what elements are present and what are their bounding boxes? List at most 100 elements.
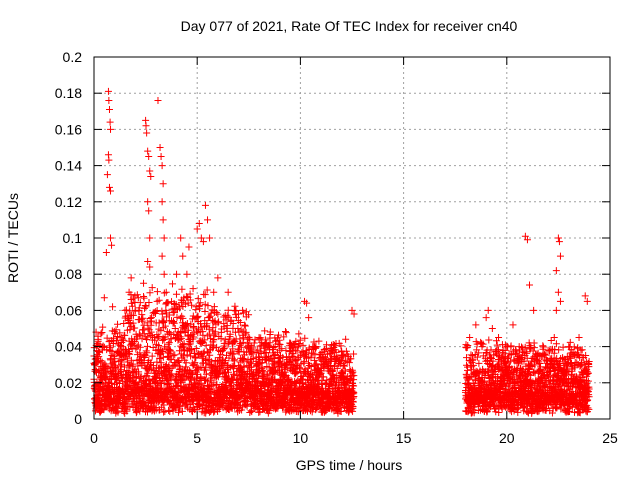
data-point — [148, 352, 156, 360]
data-point — [170, 319, 178, 327]
data-point — [254, 346, 262, 354]
data-point — [251, 336, 259, 344]
scatter-points — [90, 87, 593, 417]
data-point — [155, 333, 163, 341]
data-point — [219, 398, 227, 406]
data-point — [127, 274, 135, 282]
y-tick-label: 0.18 — [55, 85, 82, 101]
data-point — [341, 357, 349, 365]
data-point — [160, 289, 168, 297]
data-point — [125, 319, 133, 327]
y-tick-label: 0.16 — [55, 121, 82, 137]
data-point — [296, 336, 304, 344]
data-point — [469, 361, 477, 369]
data-point — [340, 362, 348, 370]
data-point — [495, 408, 503, 416]
data-point — [190, 323, 198, 331]
data-point — [493, 347, 501, 355]
data-point — [464, 342, 472, 350]
data-point — [135, 368, 143, 376]
data-point — [123, 407, 131, 415]
data-point — [342, 347, 350, 355]
data-point — [106, 344, 114, 352]
data-point — [181, 328, 189, 336]
data-point — [294, 343, 302, 351]
data-point — [169, 309, 177, 317]
data-point — [230, 356, 238, 364]
data-point — [108, 241, 116, 249]
data-point — [253, 361, 261, 369]
data-point — [153, 306, 161, 314]
data-point — [215, 318, 223, 326]
data-point — [173, 313, 181, 321]
data-point — [242, 328, 250, 336]
data-point — [212, 309, 220, 317]
data-point — [119, 335, 127, 343]
data-point — [303, 369, 311, 377]
data-point — [520, 407, 528, 415]
data-point — [97, 330, 105, 338]
data-point — [293, 347, 301, 355]
data-point — [183, 270, 191, 278]
data-point — [144, 147, 152, 155]
data-point — [179, 314, 187, 322]
data-point — [114, 332, 122, 340]
data-point — [153, 288, 161, 296]
data-point — [566, 338, 574, 346]
y-tick-label: 0 — [74, 411, 82, 427]
data-point — [197, 320, 205, 328]
data-point — [241, 321, 249, 329]
data-point — [160, 234, 168, 242]
data-point — [120, 319, 128, 327]
data-point — [330, 341, 338, 349]
data-point — [143, 129, 151, 137]
data-point — [205, 313, 213, 321]
data-point — [179, 352, 187, 360]
data-point — [121, 331, 129, 339]
data-point — [509, 321, 517, 329]
data-point — [188, 301, 196, 309]
data-point — [236, 335, 244, 343]
data-point — [484, 306, 492, 314]
data-point — [552, 306, 560, 314]
data-point — [497, 367, 505, 375]
data-point — [469, 355, 477, 363]
x-tick-label: 5 — [193, 430, 201, 446]
data-point — [158, 162, 166, 170]
x-tick-label: 25 — [602, 430, 618, 446]
data-point — [312, 344, 320, 352]
data-point — [554, 234, 562, 242]
data-point — [128, 302, 136, 310]
data-point — [192, 344, 200, 352]
data-point — [105, 156, 113, 164]
data-point — [248, 350, 256, 358]
data-point — [126, 326, 134, 334]
data-point — [245, 311, 253, 319]
data-point — [349, 368, 357, 376]
data-point — [489, 357, 497, 365]
data-point — [241, 322, 249, 330]
data-point — [171, 325, 179, 333]
data-point — [482, 314, 490, 322]
data-point — [152, 308, 160, 316]
data-point — [165, 311, 173, 319]
data-point — [193, 313, 201, 321]
data-point — [140, 294, 148, 302]
data-point — [119, 337, 127, 345]
data-point — [177, 334, 185, 342]
data-point — [171, 351, 179, 359]
data-point — [241, 330, 249, 338]
data-point — [211, 328, 219, 336]
data-point — [142, 303, 150, 311]
data-point — [275, 336, 283, 344]
data-point — [485, 336, 493, 344]
data-point — [186, 375, 194, 383]
y-tick-label: 0.2 — [63, 49, 83, 65]
data-point — [145, 207, 153, 215]
data-point — [224, 288, 232, 296]
data-point — [315, 337, 323, 345]
data-point — [146, 289, 154, 297]
data-point — [159, 216, 167, 224]
data-point — [493, 402, 501, 410]
y-tick-label: 0.1 — [63, 230, 83, 246]
